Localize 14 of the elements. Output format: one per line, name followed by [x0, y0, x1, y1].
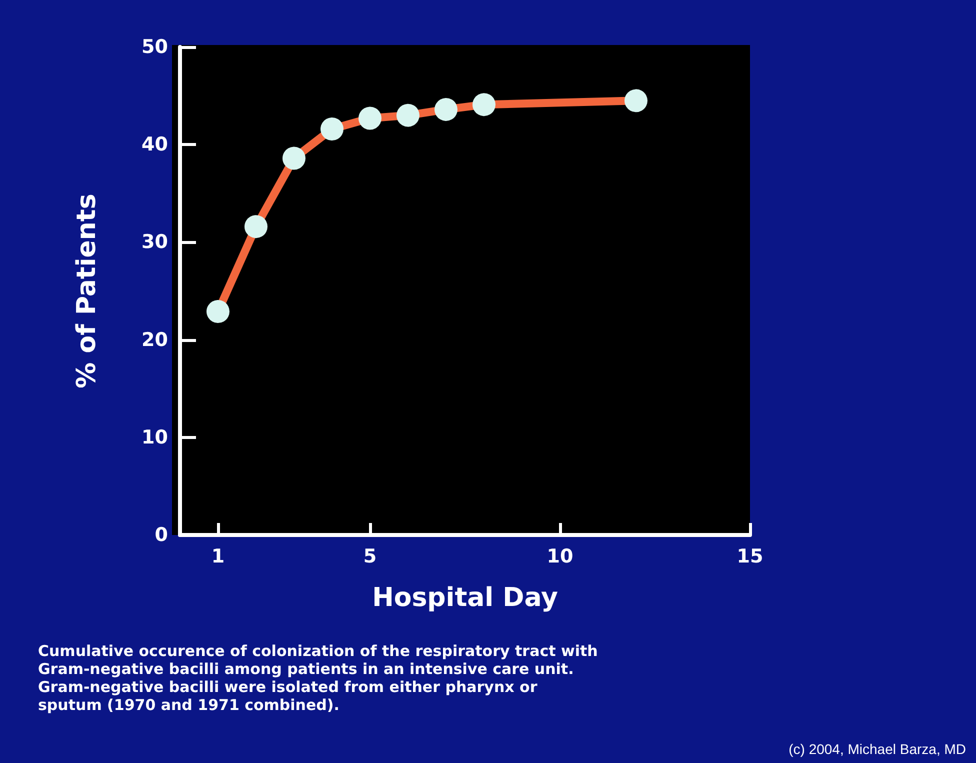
x-tick-label: 15 [736, 546, 764, 568]
text: (c) 2004, Michael Barza, MD [788, 741, 966, 757]
y-tick-label: 50 [142, 36, 168, 58]
x-tick-label: 1 [211, 546, 225, 568]
y-axis-title: % of Patients [72, 194, 102, 388]
y-tick-label: 20 [142, 328, 168, 351]
y-tick-label: 40 [142, 134, 168, 156]
y-tick-label: 0 [154, 524, 168, 546]
x-tick-label: 10 [546, 546, 574, 568]
x-tick-label: 5 [363, 546, 377, 568]
text: Cumulative occurence of colonization of the respiratory tract with Gram-negative bacilli among patients in an intensive care unit. Gram-negative bacilli were isolated from either pharynx or sputum (1970 and 1971 combined). [38, 642, 598, 714]
y-tick-label: 30 [142, 231, 168, 254]
y-tick-label: 10 [142, 426, 168, 448]
x-axis-title: Hospital Day [372, 583, 558, 613]
